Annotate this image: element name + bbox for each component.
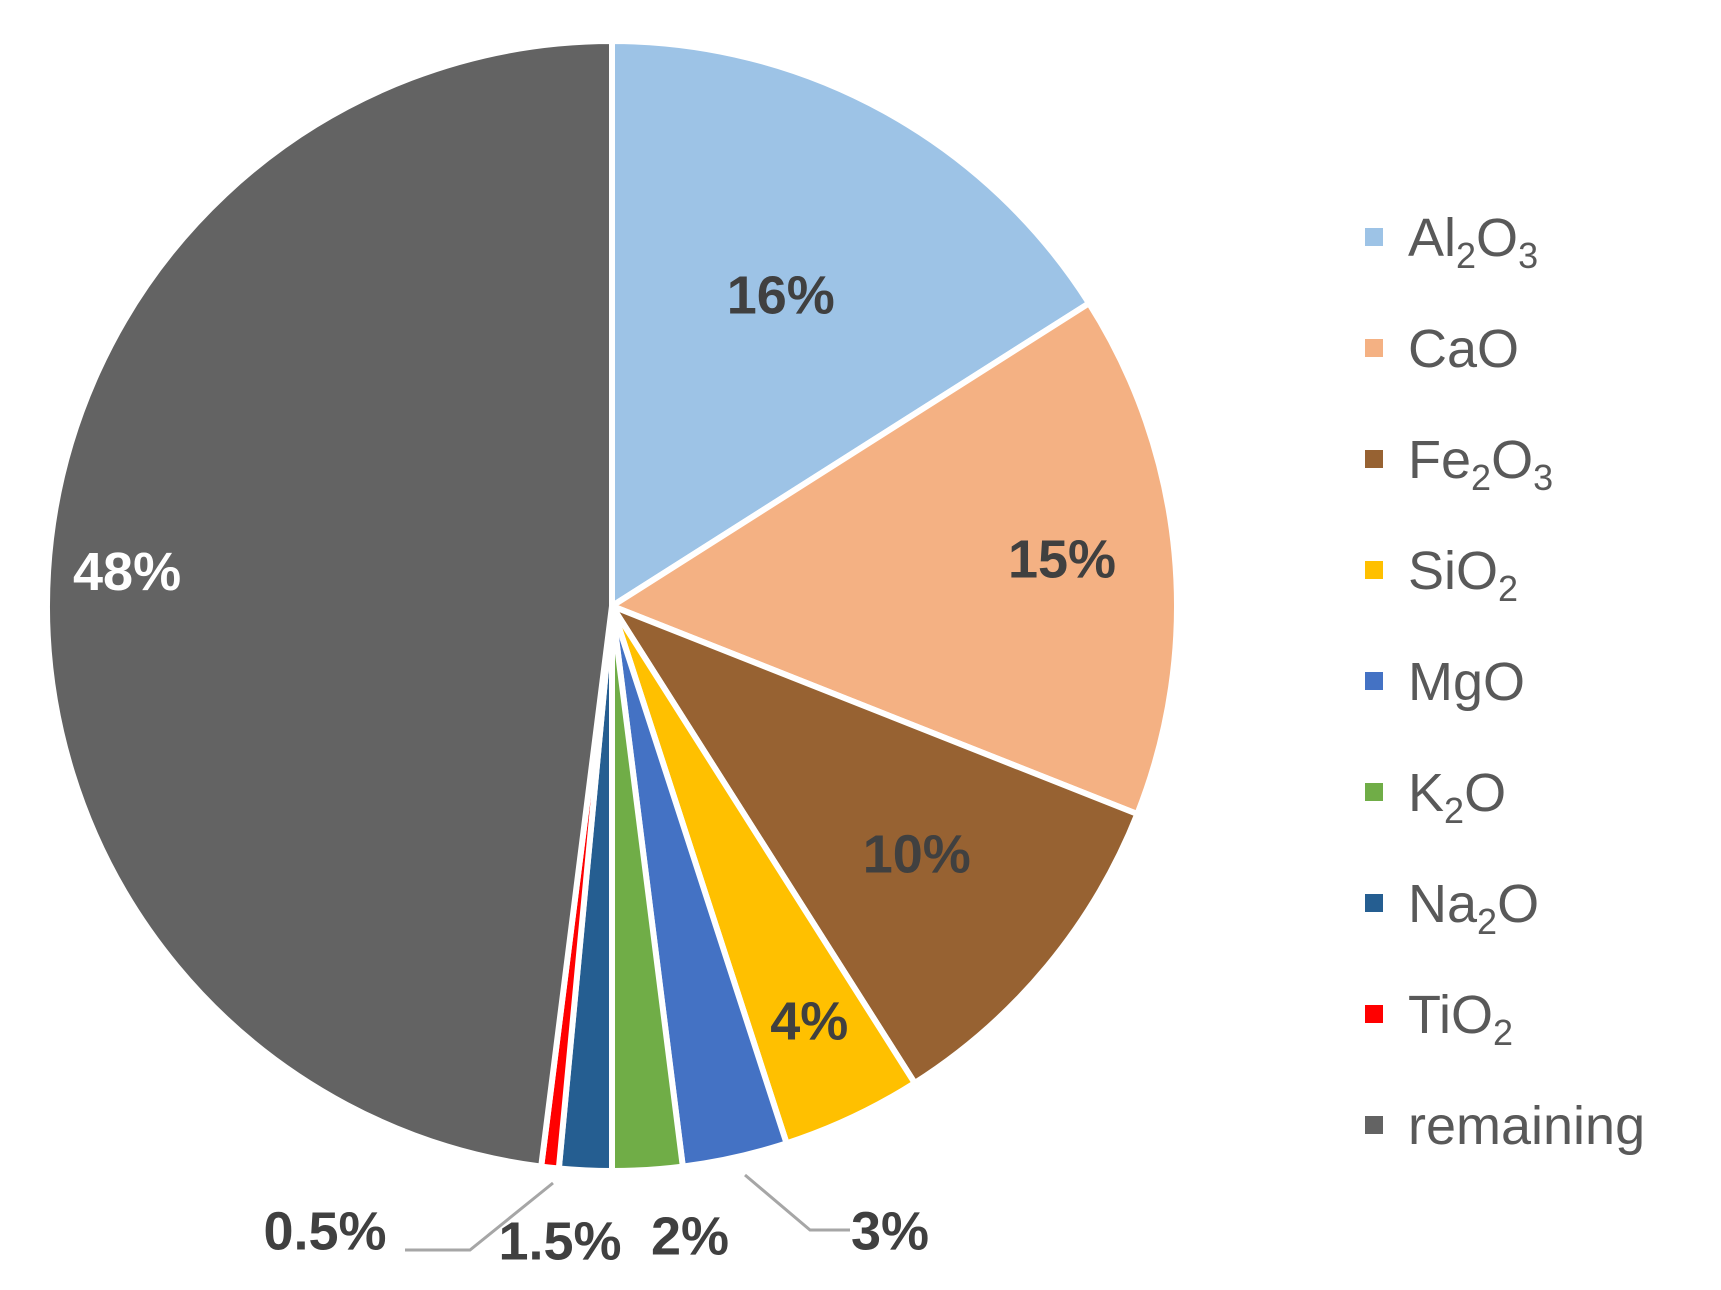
legend-swatch-k2o: [1365, 783, 1383, 801]
legend-item-k2o: K2O: [1365, 763, 1506, 831]
legend-swatch-cao: [1365, 339, 1383, 357]
pie-slice-fe2o3: [609, 603, 1141, 1087]
slices-layer: [44, 38, 1180, 1174]
legend-swatch-al2o3: [1365, 228, 1383, 246]
legend-item-cao: CaO: [1365, 319, 1519, 379]
legend-item-tio2: TiO2: [1365, 985, 1513, 1053]
legend-item-al2o3: Al2O3: [1365, 208, 1538, 276]
pie-slice-cao: [609, 300, 1180, 817]
data-label-sio2: 4%: [770, 991, 848, 1051]
data-label-k2o: 2%: [651, 1206, 729, 1266]
leader-lines-layer: [405, 1173, 850, 1252]
data-label-cao: 15%: [1008, 530, 1116, 590]
pie-slice-al2o3: [609, 38, 1093, 609]
legend-label-al2o3: Al2O3: [1408, 208, 1538, 276]
pie-slice-remaining: [44, 38, 615, 1170]
leader-line-mgo: [744, 1173, 850, 1232]
data-label-mgo: 3%: [851, 1201, 929, 1261]
legend-label-na2o: Na2O: [1408, 874, 1539, 942]
legend-item-sio2: SiO2: [1365, 541, 1518, 609]
leader-line-tio2: [405, 1181, 554, 1252]
legend-item-na2o: Na2O: [1365, 874, 1539, 942]
data-label-tio2: 0.5%: [263, 1201, 386, 1261]
legend-label-fe2o3: Fe2O3: [1408, 430, 1553, 498]
legend-swatch-tio2: [1365, 1005, 1383, 1023]
legend-label-tio2: TiO2: [1408, 985, 1513, 1053]
legend-item-fe2o3: Fe2O3: [1365, 430, 1553, 498]
data-label-na2o: 1.5%: [498, 1211, 621, 1271]
legend-label-remaining: remaining: [1408, 1096, 1645, 1156]
legend-swatch-na2o: [1365, 894, 1383, 912]
legend-item-mgo: MgO: [1365, 652, 1525, 712]
data-label-fe2o3: 10%: [863, 824, 971, 884]
legend-label-k2o: K2O: [1408, 763, 1506, 831]
data-label-al2o3: 16%: [727, 265, 835, 325]
legend-label-mgo: MgO: [1408, 652, 1525, 712]
data-label-remaining: 48%: [73, 542, 181, 602]
legend-swatch-remaining: [1365, 1116, 1383, 1134]
legend-swatch-mgo: [1365, 672, 1383, 690]
legend-label-sio2: SiO2: [1408, 541, 1518, 609]
legend: Al2O3 CaO Fe2O3 SiO2 MgO K2O Na2O TiO2 remaining: [1365, 208, 1645, 1156]
legend-swatch-sio2: [1365, 561, 1383, 579]
data-labels-layer: 16% 15% 10% 4% 3% 2% 1.5% 0.5% 48%: [73, 265, 1116, 1271]
legend-item-remaining: remaining: [1365, 1096, 1645, 1156]
legend-label-cao: CaO: [1408, 319, 1519, 379]
legend-swatch-fe2o3: [1365, 450, 1383, 468]
